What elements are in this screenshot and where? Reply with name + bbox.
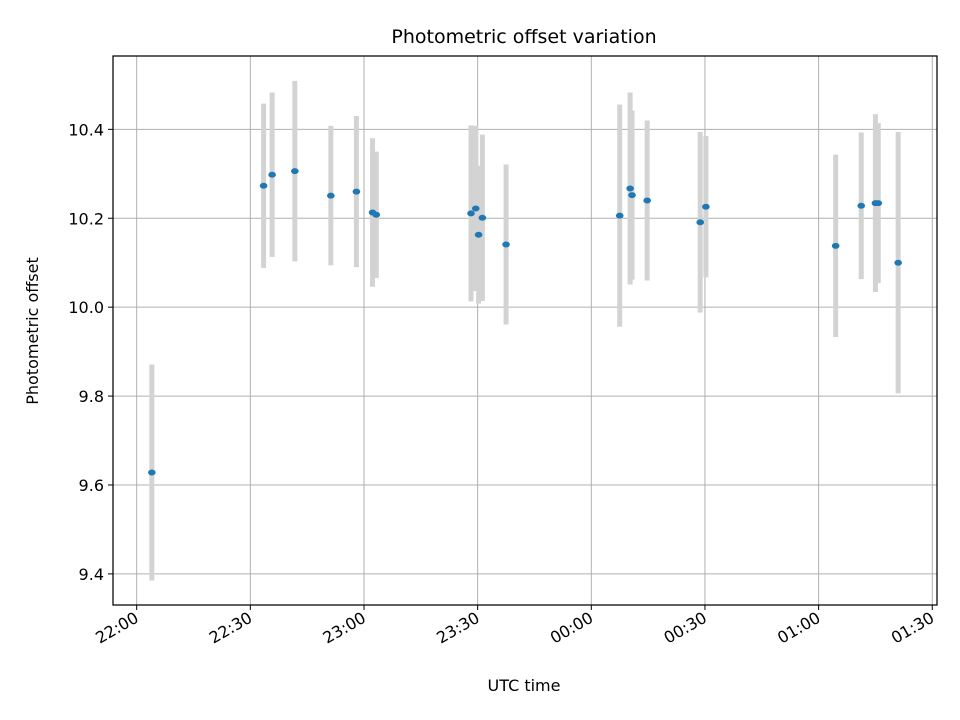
data-point — [643, 197, 651, 204]
y-tick-label: 10.4 — [68, 120, 104, 139]
data-point — [327, 192, 335, 199]
plot-frame — [112, 55, 938, 606]
grid — [113, 56, 937, 605]
data-point — [471, 205, 480, 212]
data-point — [857, 202, 866, 209]
data-point — [626, 185, 634, 192]
data-point — [148, 469, 156, 476]
y-tick-label: 9.4 — [79, 565, 104, 584]
data-point — [467, 210, 475, 217]
y-tick-label: 10.0 — [68, 298, 104, 317]
data-point — [615, 212, 624, 219]
data-points — [148, 168, 902, 476]
data-point — [259, 182, 268, 189]
data-point — [696, 219, 705, 226]
y-tick-label: 9.8 — [79, 387, 104, 406]
y-tick-label: 9.6 — [79, 476, 104, 495]
data-point — [478, 214, 487, 221]
chart-title: Photometric offset variation — [391, 26, 656, 48]
data-point — [502, 241, 510, 248]
data-point — [702, 203, 710, 210]
data-point — [628, 192, 636, 199]
y-tick-label: 10.2 — [68, 209, 104, 228]
data-point — [474, 231, 483, 238]
y-axis-title: Photometric offset — [23, 257, 42, 405]
data-point — [268, 171, 276, 178]
y-axis-ticks: 9.4 9.6 9.8 10.0 10.2 10.4 — [68, 120, 113, 584]
x-axis-title: UTC time — [488, 676, 561, 695]
data-point — [831, 242, 840, 249]
data-point — [372, 211, 381, 218]
data-point — [352, 188, 361, 195]
data-point — [291, 168, 299, 175]
data-point — [874, 200, 883, 207]
data-point — [894, 259, 902, 266]
